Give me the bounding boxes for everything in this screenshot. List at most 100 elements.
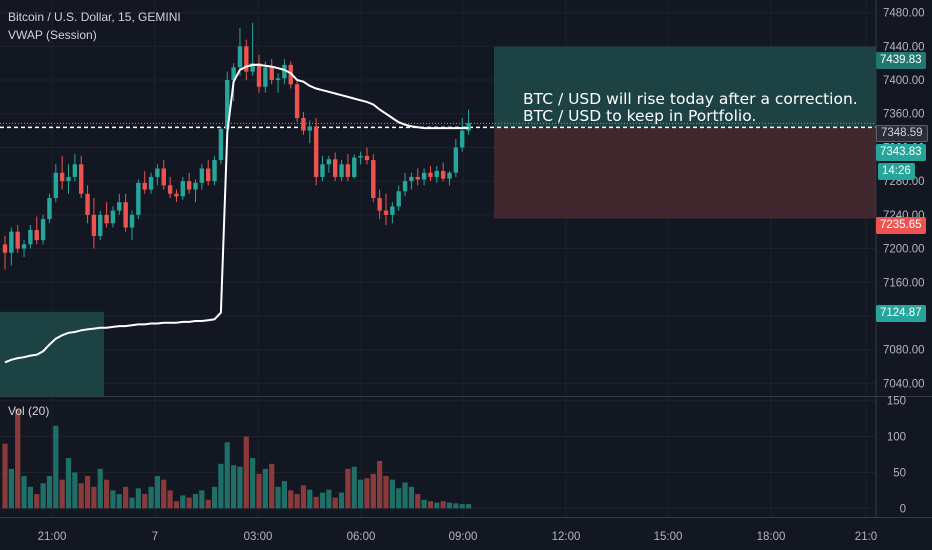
profit-zone bbox=[494, 46, 876, 128]
candle-body bbox=[466, 123, 471, 131]
position-zones[interactable] bbox=[0, 46, 876, 396]
candle-body bbox=[364, 155, 370, 161]
candle-body bbox=[237, 46, 243, 68]
candle-body bbox=[390, 206, 395, 215]
candle-body bbox=[40, 219, 46, 241]
volume-bar bbox=[161, 479, 167, 509]
candle-body bbox=[453, 147, 459, 173]
candle-body bbox=[225, 80, 230, 129]
volume-legend[interactable]: Vol (20) bbox=[8, 404, 50, 418]
candle-body bbox=[421, 172, 427, 180]
volume-bar bbox=[294, 494, 300, 509]
candle-body bbox=[320, 164, 325, 177]
volume-bar bbox=[459, 504, 465, 509]
volume-bar bbox=[8, 468, 14, 509]
volume-bar bbox=[256, 473, 262, 509]
candle-body bbox=[339, 164, 344, 177]
volume-bar bbox=[446, 502, 453, 509]
candle-body bbox=[136, 182, 141, 215]
candle-body bbox=[129, 214, 135, 228]
symbol-title[interactable]: Bitcoin / U.S. Dollar, 15, GEMINI bbox=[8, 10, 181, 24]
volume-bar bbox=[142, 494, 148, 509]
volume-bar bbox=[415, 494, 421, 509]
volume-bar bbox=[269, 463, 275, 509]
volume-bar bbox=[307, 489, 313, 509]
annotation-line-1: BTC / USD will rise today after a correc… bbox=[523, 90, 858, 108]
candle-body bbox=[148, 176, 154, 190]
time-tick-label: 09:00 bbox=[449, 531, 478, 543]
candle-body bbox=[72, 164, 78, 177]
price-tick-label: 7440.00 bbox=[883, 41, 925, 53]
volume-bar bbox=[408, 486, 414, 509]
candle-body bbox=[91, 214, 97, 236]
candle-body bbox=[358, 155, 363, 158]
volume-bar bbox=[231, 465, 237, 509]
loss-zone bbox=[494, 127, 876, 219]
time-tick-label: 21:00 bbox=[38, 531, 67, 543]
candle-body bbox=[199, 168, 205, 183]
volume-tick-label: 50 bbox=[893, 467, 906, 479]
volume-bar bbox=[319, 492, 326, 509]
candle-body bbox=[282, 64, 287, 79]
candle-body bbox=[206, 168, 211, 182]
vwap-legend[interactable]: VWAP (Session) bbox=[8, 28, 97, 42]
candle-body bbox=[53, 172, 58, 198]
volume-bar bbox=[332, 497, 338, 509]
candle-body bbox=[66, 176, 71, 182]
last-price-tag: 7348.59 bbox=[876, 125, 928, 142]
volume-bar bbox=[434, 502, 440, 509]
price-tick-label: 7360.00 bbox=[883, 109, 925, 121]
time-axis[interactable]: 21:00 7 03:00 06:00 09:00 12:00 15:00 18:00 21:0 bbox=[38, 531, 878, 543]
candle-body bbox=[434, 171, 439, 177]
volume-bar bbox=[313, 496, 319, 509]
vwap-price-tag: 7124.87 bbox=[876, 305, 926, 322]
candle-body bbox=[98, 214, 103, 236]
volume-bar bbox=[262, 468, 268, 509]
trade-annotation[interactable]: BTC / USD will rise today after a correc… bbox=[523, 91, 858, 125]
price-tick-label: 7040.00 bbox=[883, 378, 925, 390]
candle-body bbox=[2, 244, 8, 253]
candle-body bbox=[301, 117, 306, 131]
volume-bar bbox=[288, 490, 294, 509]
candle-body bbox=[180, 181, 185, 197]
candle-body bbox=[345, 164, 351, 177]
volume-bar bbox=[104, 479, 110, 509]
volume-axis: 0 50 100 150 bbox=[887, 396, 906, 516]
candle-body bbox=[212, 160, 217, 182]
volume-bar bbox=[199, 490, 205, 509]
volume-bars bbox=[2, 409, 472, 509]
volume-bar bbox=[167, 490, 173, 509]
volume-bar bbox=[72, 472, 78, 509]
candle-body bbox=[256, 63, 262, 87]
price-axis[interactable]: 7040.007080.007120.007160.007200.007240.… bbox=[883, 8, 925, 391]
candle-body bbox=[396, 191, 401, 207]
candle-body bbox=[85, 193, 90, 215]
volume-bar bbox=[440, 501, 446, 509]
volume-bar bbox=[65, 458, 72, 509]
volume-bar bbox=[396, 488, 402, 509]
volume-bar bbox=[243, 436, 249, 509]
candle-body bbox=[313, 126, 319, 177]
volume-bar bbox=[370, 473, 376, 509]
axes[interactable] bbox=[0, 0, 932, 518]
volume-bar bbox=[275, 486, 281, 509]
price-tick-label: 7080.00 bbox=[883, 345, 925, 357]
volume-bar bbox=[91, 486, 97, 509]
candle-body bbox=[377, 198, 382, 211]
candle-body bbox=[269, 67, 274, 81]
candle-body bbox=[104, 214, 109, 224]
volume-bar bbox=[40, 483, 46, 509]
candle-body bbox=[383, 210, 389, 215]
candle-body bbox=[371, 160, 376, 198]
time-tick-label: 06:00 bbox=[347, 531, 376, 543]
candle-body bbox=[161, 168, 166, 186]
previous-position-zone bbox=[0, 311, 104, 396]
stop-price-tag: 7235.65 bbox=[876, 217, 926, 234]
candle-body bbox=[440, 171, 446, 179]
volume-bar bbox=[21, 476, 27, 509]
volume-bar bbox=[218, 463, 224, 509]
time-tick-label: 21:0 bbox=[855, 531, 877, 543]
candle-body bbox=[415, 176, 420, 180]
volume-bar bbox=[78, 483, 84, 509]
